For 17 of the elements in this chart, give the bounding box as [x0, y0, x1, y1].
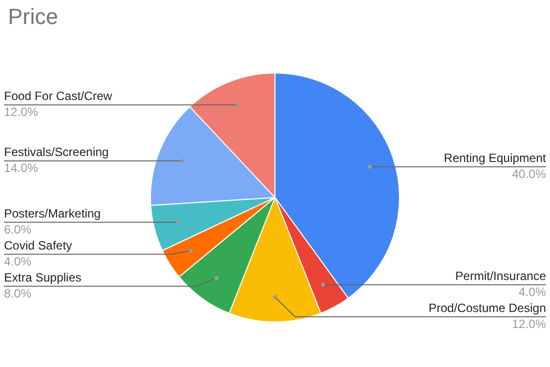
data-label: 4.0%	[518, 285, 546, 300]
slice-label: Prod/Costume Design	[428, 301, 546, 316]
data-label: 6.0%	[4, 222, 32, 237]
slice-label: Festivals/Screening	[4, 145, 109, 160]
data-label: 8.0%	[4, 286, 32, 301]
slice-label: Posters/Marketing	[4, 206, 101, 221]
slice-label: Covid Safety	[4, 238, 72, 253]
data-label: 4.0%	[4, 254, 32, 269]
slice-label: Renting Equipment	[444, 151, 547, 166]
data-label: 12.0%	[4, 105, 38, 120]
slice-label: Permit/Insurance	[455, 269, 546, 284]
slice-label: Food For Cast/Crew	[4, 89, 112, 104]
data-label: 12.0%	[512, 317, 546, 332]
data-label: 40.0%	[512, 167, 546, 182]
chart-title: Price	[8, 4, 58, 30]
data-label: 14.0%	[4, 161, 38, 176]
slice-label: Extra Supplies	[4, 270, 82, 285]
